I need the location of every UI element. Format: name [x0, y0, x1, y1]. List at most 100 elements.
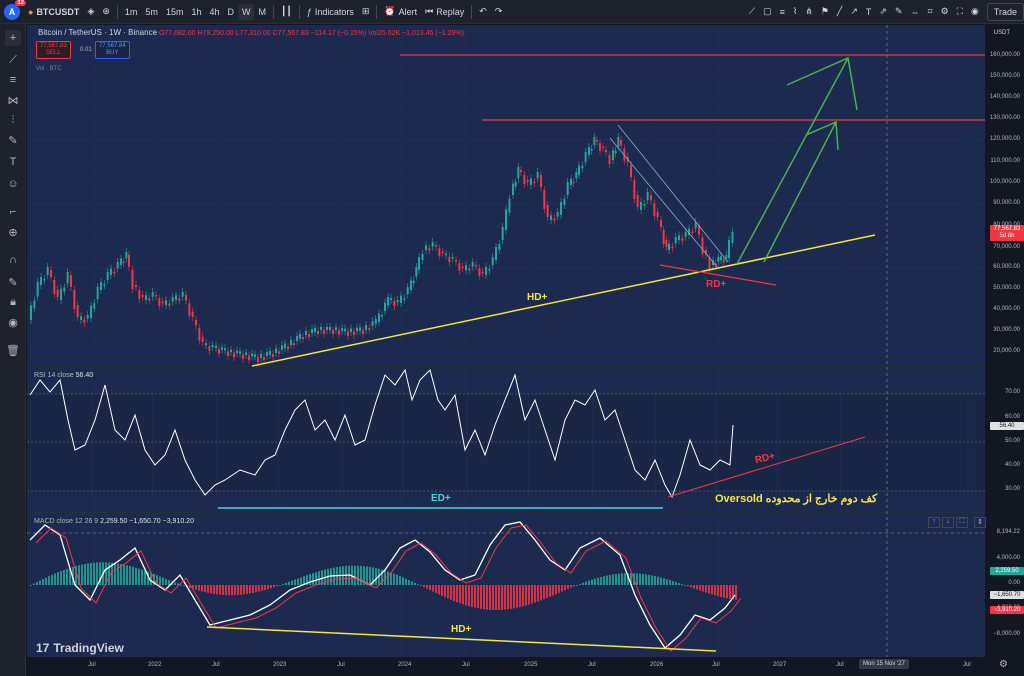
- brush-tool-icon[interactable]: ✎: [894, 6, 903, 16]
- timeframe-D[interactable]: D: [227, 6, 234, 17]
- compare-add-icon[interactable]: ⊕: [102, 6, 110, 16]
- candle-type-icon[interactable]: ┃┃: [280, 6, 292, 16]
- text-icon[interactable]: T: [9, 156, 17, 168]
- oversold-note[interactable]: کف دوم خارج از محدوده Oversold: [715, 493, 878, 505]
- fib-retracement-icon[interactable]: ≡: [9, 74, 17, 86]
- pattern-icon[interactable]: ⋈: [7, 94, 19, 107]
- trade-button[interactable]: Trade: [986, 2, 1024, 21]
- emoji-icon[interactable]: ☺: [7, 178, 19, 190]
- layout-grid-icon[interactable]: ⊞: [361, 6, 370, 16]
- undo-icon[interactable]: ↶: [479, 6, 487, 16]
- fork-tool-icon[interactable]: ⋔: [805, 6, 813, 16]
- macd-histogram-bar: [99, 562, 101, 585]
- measure-tool-icon[interactable]: ⇔: [910, 6, 920, 17]
- notification-badge: 12: [15, 0, 26, 6]
- hd-trendline-macd[interactable]: [206, 626, 717, 652]
- replay-button[interactable]: ⏮ Replay: [425, 6, 465, 17]
- rsi-line[interactable]: [29, 368, 734, 499]
- ruler-tool-icon[interactable]: ⌗: [927, 6, 933, 16]
- macd-histogram-bar: [477, 585, 479, 609]
- macd-histogram-bar: [111, 562, 113, 585]
- macd-histogram-bar: [168, 579, 170, 585]
- timeframe-M[interactable]: M: [258, 6, 266, 17]
- symbol-title[interactable]: Bitcoin / TetherUS · 1W · Binance: [38, 28, 158, 37]
- path-tool-icon[interactable]: ⌇: [792, 6, 798, 16]
- target-arrow-160k[interactable]: [736, 56, 858, 265]
- macd-histogram-bar: [147, 571, 149, 585]
- eye-icon[interactable]: ◉: [8, 316, 18, 329]
- fullscreen-icon[interactable]: ⛶: [956, 6, 963, 16]
- timeframe-W[interactable]: W: [237, 3, 255, 20]
- price-axis[interactable]: [985, 25, 1024, 657]
- macd-histogram-bar: [243, 585, 245, 595]
- shield-icon[interactable]: ◈: [87, 6, 95, 16]
- macd-signal-line[interactable]: [35, 524, 742, 652]
- macd-histogram-bar: [537, 585, 539, 602]
- macd-histogram-bar: [570, 585, 572, 588]
- move-down-icon[interactable]: ↓: [942, 517, 954, 528]
- settings-gear-icon[interactable]: ⚙: [999, 659, 1008, 670]
- price-tick-label: 40,000.00: [993, 306, 1020, 312]
- user-avatar[interactable]: A 12: [4, 0, 26, 20]
- trend-line-tool-icon[interactable]: ⟋: [748, 6, 756, 16]
- trash-icon[interactable]: 🗑︎: [6, 344, 20, 357]
- trendline-icon[interactable]: ⟋: [9, 53, 17, 66]
- camera-icon[interactable]: ◉: [970, 6, 979, 16]
- tradingview-logo[interactable]: 17 TradingView: [36, 641, 124, 655]
- zoom-in-icon[interactable]: ⊕: [8, 226, 18, 239]
- alert-button[interactable]: ⏰ Alert: [384, 6, 418, 17]
- target-arrow-130k[interactable]: [763, 120, 839, 263]
- indicators-button[interactable]: ƒ Indicators: [306, 6, 354, 17]
- rd-trendline-price[interactable]: [659, 264, 777, 286]
- macd-histogram-bar: [192, 585, 194, 589]
- flag-tool-icon[interactable]: ⚑: [820, 6, 829, 16]
- redo-icon[interactable]: ↷: [494, 6, 503, 16]
- rect-tool-icon[interactable]: ▢: [763, 6, 772, 16]
- timeframe-4h[interactable]: 4h: [209, 6, 220, 17]
- macd-histogram-bar: [582, 582, 584, 585]
- crosshair-icon[interactable]: +: [5, 30, 21, 46]
- macd-histogram-bar: [42, 579, 44, 585]
- line-tool-icon[interactable]: ╱: [836, 6, 843, 16]
- macd-histogram-bar: [129, 566, 131, 585]
- timeframe-1h[interactable]: 1h: [191, 6, 202, 17]
- magnet-icon[interactable]: ∩: [9, 254, 17, 266]
- ed-label-rsi[interactable]: ED+: [431, 493, 451, 504]
- price-tick-label: 70,000.00: [993, 244, 1020, 250]
- macd-histogram-bar: [567, 585, 569, 589]
- hd-label-price[interactable]: HD+: [527, 292, 548, 303]
- lock-icon[interactable]: 🔒︎: [10, 295, 16, 308]
- prediction-icon[interactable]: ⫶: [11, 113, 15, 126]
- arrow-tool-icon[interactable]: ⇗: [879, 6, 887, 16]
- buy-button[interactable]: 77,567.84 BUY: [95, 41, 130, 59]
- timeframe-15m[interactable]: 15m: [165, 6, 184, 17]
- time-tick-label: Jul: [712, 662, 720, 668]
- macd-line[interactable]: [29, 521, 736, 649]
- rd-label-price[interactable]: RD+: [706, 279, 727, 290]
- ray-tool-icon[interactable]: ↗: [850, 6, 858, 16]
- maximize-pane-icon[interactable]: ⛶: [956, 517, 968, 528]
- fib-tool-icon[interactable]: ≡: [779, 6, 785, 17]
- timeframe-1m[interactable]: 1m: [124, 6, 138, 17]
- settings-icon[interactable]: ⚙: [940, 6, 949, 16]
- sell-button[interactable]: 77,567.83 SELL: [36, 41, 71, 59]
- rd-trendline-rsi[interactable]: [667, 436, 866, 498]
- symbol-search[interactable]: ● BTCUSDT: [28, 6, 80, 17]
- brush-icon[interactable]: ✎: [8, 134, 18, 147]
- move-up-icon[interactable]: ↑: [928, 517, 940, 528]
- hd-label-macd[interactable]: HD+: [451, 624, 472, 635]
- channel-line-lower[interactable]: [609, 137, 719, 269]
- macd-histogram-bar: [696, 585, 698, 590]
- time-axis[interactable]: [27, 657, 985, 676]
- channel-line-upper[interactable]: [617, 124, 729, 263]
- price-pane[interactable]: [27, 25, 985, 366]
- timeframe-5m[interactable]: 5m: [145, 6, 158, 17]
- ruler-icon[interactable]: ⌐: [9, 206, 17, 218]
- macd-histogram-bar: [156, 575, 158, 585]
- collapse-pane-icon[interactable]: ⇕: [974, 517, 986, 528]
- macd-histogram-bar: [687, 585, 689, 587]
- lock-drawing-icon[interactable]: ✎: [8, 276, 18, 289]
- hd-trendline-price[interactable]: [251, 234, 876, 367]
- text-tool-icon[interactable]: T: [865, 6, 872, 17]
